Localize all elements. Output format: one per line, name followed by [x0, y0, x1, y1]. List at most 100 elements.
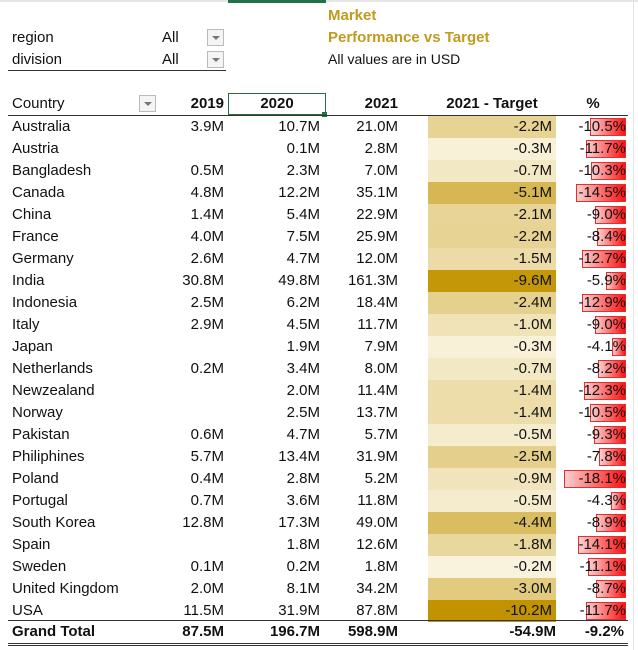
pct-data-bar: [590, 118, 626, 136]
table-row[interactable]: France 4.0M 7.5M 25.9M -2.2M -8.4%: [0, 226, 638, 248]
slicer-region-value: All: [162, 29, 179, 46]
table-row[interactable]: Netherlands 0.2M 3.4M 8.0M -0.7M -8.2%: [0, 358, 638, 380]
value-2019: [160, 380, 224, 402]
table-row[interactable]: Spain 1.8M 12.6M -1.8M -14.1%: [0, 534, 638, 556]
table-row[interactable]: Pakistan 0.6M 4.7M 5.7M -0.5M -9.3%: [0, 424, 638, 446]
pct-cell: -9.3%: [586, 426, 626, 443]
pct-cell: -12.3%: [578, 382, 626, 399]
value-2021: 49.0M: [356, 514, 398, 531]
country-cell: China: [12, 206, 52, 223]
value-2021: 12.6M: [356, 536, 398, 553]
units-note: All values are in USD: [328, 51, 461, 67]
value-2021: 35.1M: [356, 184, 398, 201]
table-row[interactable]: USA 11.5M 31.9M 87.8M -10.2M -11.7%: [0, 600, 638, 622]
pct-data-bar: [588, 558, 626, 576]
country-cell: Spain: [12, 536, 51, 553]
table-row[interactable]: Portugal 0.7M 3.6M 11.8M -0.5M -4.3%: [0, 490, 638, 512]
value-2021: 12.0M: [356, 250, 398, 267]
table-row[interactable]: Japan 1.9M 7.9M -0.3M -4.1%: [0, 336, 638, 358]
value-2019: [160, 534, 224, 556]
value-2019: [160, 402, 224, 424]
target-heat-cell: -0.9M: [428, 468, 556, 490]
value-2021: 11.8M: [357, 492, 398, 509]
table-row[interactable]: Italy 2.9M 4.5M 11.7M -1.0M -9.0%: [0, 314, 638, 336]
value-2020: 0.1M: [286, 140, 320, 157]
table-row[interactable]: India 30.8M 49.8M 161.3M -9.6M -5.9%: [0, 270, 638, 292]
table-row[interactable]: Canada 4.8M 12.2M 35.1M -5.1M -14.5%: [0, 182, 638, 204]
pct-data-bar: [590, 404, 626, 422]
table-row[interactable]: United Kingdom 2.0M 8.1M 34.2M -3.0M -8.7%: [0, 578, 638, 600]
pct-cell: -11.7%: [579, 140, 626, 157]
table-row[interactable]: Indonesia 2.5M 6.2M 18.4M -2.4M -12.9%: [0, 292, 638, 314]
pct-cell: -11.1%: [579, 558, 626, 575]
table-row[interactable]: Australia 3.9M 10.7M 21.0M -2.2M -10.5%: [0, 116, 638, 138]
header-2020-selected-cell[interactable]: 2020: [228, 93, 326, 115]
target-heat-cell: -0.2M: [428, 556, 556, 578]
header-country: Country: [12, 95, 65, 112]
target-heat-cell: -1.0M: [428, 314, 556, 336]
region-dropdown-button[interactable]: [207, 29, 224, 46]
value-2021: 7.9M: [364, 338, 398, 355]
division-dropdown-button[interactable]: [207, 51, 224, 68]
value-2019: 0.6M: [190, 426, 224, 443]
table-row[interactable]: Poland 0.4M 2.8M 5.2M -0.9M -18.1%: [0, 468, 638, 490]
value-2019: 3.9M: [190, 118, 224, 135]
value-2019: [160, 336, 224, 358]
value-2021: 161.3M: [347, 272, 398, 289]
header-2021: 2021: [364, 95, 398, 112]
value-2020: 49.8M: [278, 272, 320, 289]
target-heat-cell: -3.0M: [428, 578, 556, 600]
selected-column-indicator: [228, 0, 326, 3]
value-2019: 0.4M: [190, 470, 224, 487]
value-2019: 0.2M: [190, 360, 224, 377]
table-row[interactable]: Germany 2.6M 4.7M 12.0M -1.5M -12.7%: [0, 248, 638, 270]
slicer-region-label: region: [12, 29, 54, 46]
value-2020: 13.4M: [278, 448, 320, 465]
value-2021: 2.8M: [364, 140, 398, 157]
value-2019: 4.8M: [190, 184, 224, 201]
target-heat-cell: -1.8M: [428, 534, 556, 556]
value-2020: 3.6M: [286, 492, 320, 509]
table-row[interactable]: China 1.4M 5.4M 22.9M -2.1M -9.0%: [0, 204, 638, 226]
value-2019: 2.0M: [190, 580, 224, 597]
country-filter-button[interactable]: [139, 95, 156, 112]
title-line-1: Market: [328, 7, 377, 24]
pct-data-bar: [586, 140, 626, 158]
pct-cell: -14.5%: [578, 184, 626, 201]
total-label: Grand Total: [12, 623, 96, 640]
country-cell: United Kingdom: [12, 580, 119, 597]
value-2020: 17.3M: [278, 514, 320, 531]
table-row[interactable]: South Korea 12.8M 17.3M 49.0M -4.4M -8.9%: [0, 512, 638, 534]
table-row[interactable]: Philiphines 5.7M 13.4M 31.9M -2.5M -7.8%: [0, 446, 638, 468]
country-cell: Germany: [12, 250, 74, 267]
value-2020: 10.7M: [278, 118, 320, 135]
country-cell: Portugal: [12, 492, 68, 509]
value-2021: 7.0M: [364, 162, 398, 179]
pct-cell: -4.1%: [586, 338, 626, 355]
pct-cell: -11.7%: [579, 602, 626, 619]
slicer-divider: [8, 70, 226, 71]
target-heat-cell: -1.4M: [428, 402, 556, 424]
pct-data-bar: [594, 426, 626, 444]
table-row[interactable]: Bangladesh 0.5M 2.3M 7.0M -0.7M -10.3%: [0, 160, 638, 182]
table-row[interactable]: Norway 2.5M 13.7M -1.4M -10.5%: [0, 402, 638, 424]
pct-cell: -8.4%: [586, 228, 626, 245]
value-2019: 0.7M: [190, 492, 224, 509]
pct-data-bar: [596, 580, 626, 598]
value-2019: 11.5M: [183, 602, 224, 619]
value-2020: 2.3M: [286, 162, 320, 179]
value-2021: 1.8M: [364, 558, 398, 575]
country-cell: Pakistan: [12, 426, 70, 443]
value-2020: 5.4M: [286, 206, 320, 223]
table-row[interactable]: Sweden 0.1M 0.2M 1.8M -0.2M -11.1%: [0, 556, 638, 578]
value-2021: 31.9M: [356, 448, 398, 465]
table-row[interactable]: Austria 0.1M 2.8M -0.3M -11.7%: [0, 138, 638, 160]
pct-cell: -10.3%: [578, 162, 626, 179]
fill-handle[interactable]: [322, 112, 327, 117]
value-2021: 22.9M: [356, 206, 398, 223]
slicer-division-value: All: [162, 51, 179, 68]
value-2020: 2.8M: [286, 470, 320, 487]
total-pct: -9.2%: [584, 623, 624, 640]
value-2020: 2.5M: [286, 404, 320, 421]
table-row[interactable]: Newzealand 2.0M 11.4M -1.4M -12.3%: [0, 380, 638, 402]
